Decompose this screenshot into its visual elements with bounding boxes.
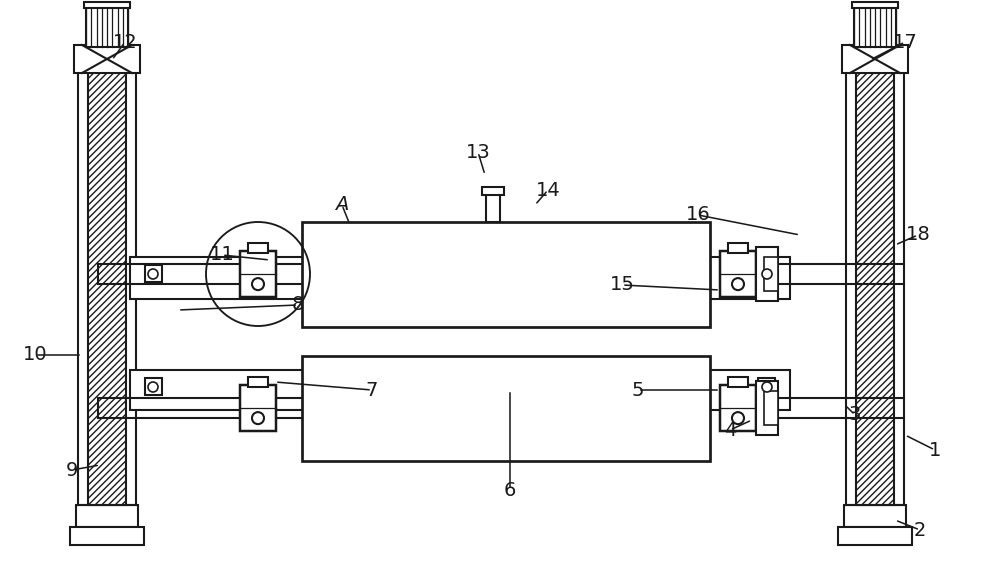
- Text: 10: 10: [23, 346, 47, 365]
- Bar: [720, 385, 756, 431]
- Bar: [302, 356, 710, 461]
- Bar: [486, 192, 500, 222]
- Bar: [852, 2, 898, 8]
- Text: 17: 17: [893, 32, 917, 52]
- Bar: [856, 70, 894, 505]
- Text: A: A: [335, 196, 349, 214]
- Text: 9: 9: [66, 460, 78, 479]
- Circle shape: [732, 278, 744, 290]
- Bar: [758, 265, 775, 282]
- Circle shape: [252, 412, 264, 424]
- Text: 12: 12: [113, 32, 137, 52]
- Circle shape: [732, 412, 744, 424]
- Bar: [70, 527, 144, 545]
- Bar: [844, 505, 906, 527]
- Text: 11: 11: [210, 245, 234, 265]
- Bar: [145, 378, 162, 395]
- Bar: [248, 377, 268, 387]
- Bar: [74, 45, 140, 73]
- Circle shape: [148, 382, 158, 392]
- Text: 6: 6: [504, 481, 516, 500]
- Bar: [240, 251, 276, 297]
- Text: 7: 7: [366, 380, 378, 400]
- Bar: [84, 2, 130, 8]
- Bar: [756, 247, 778, 301]
- Circle shape: [252, 278, 264, 290]
- Bar: [302, 222, 710, 327]
- Text: 13: 13: [466, 142, 490, 162]
- Bar: [240, 385, 276, 431]
- Text: 18: 18: [906, 225, 930, 244]
- Text: 15: 15: [610, 276, 634, 295]
- Bar: [248, 243, 268, 253]
- Text: 8: 8: [292, 295, 304, 314]
- Bar: [145, 265, 162, 282]
- Bar: [88, 70, 126, 505]
- Bar: [720, 251, 756, 297]
- Circle shape: [762, 269, 772, 279]
- Text: 1: 1: [929, 441, 941, 460]
- Bar: [838, 527, 912, 545]
- Text: 4: 4: [724, 420, 736, 439]
- Bar: [756, 381, 778, 435]
- Bar: [842, 45, 908, 73]
- Bar: [764, 257, 778, 291]
- Bar: [764, 391, 778, 425]
- Bar: [130, 370, 790, 410]
- Text: 14: 14: [536, 181, 560, 200]
- Text: 2: 2: [914, 521, 926, 540]
- Circle shape: [148, 269, 158, 279]
- Bar: [76, 505, 138, 527]
- Text: 5: 5: [632, 380, 644, 400]
- Circle shape: [762, 382, 772, 392]
- Bar: [728, 377, 748, 387]
- Bar: [728, 243, 748, 253]
- Bar: [86, 5, 128, 47]
- Text: 16: 16: [686, 206, 710, 225]
- Bar: [130, 257, 790, 299]
- Bar: [482, 187, 504, 195]
- Bar: [854, 5, 896, 47]
- Text: 3: 3: [849, 405, 861, 424]
- Bar: [758, 378, 775, 395]
